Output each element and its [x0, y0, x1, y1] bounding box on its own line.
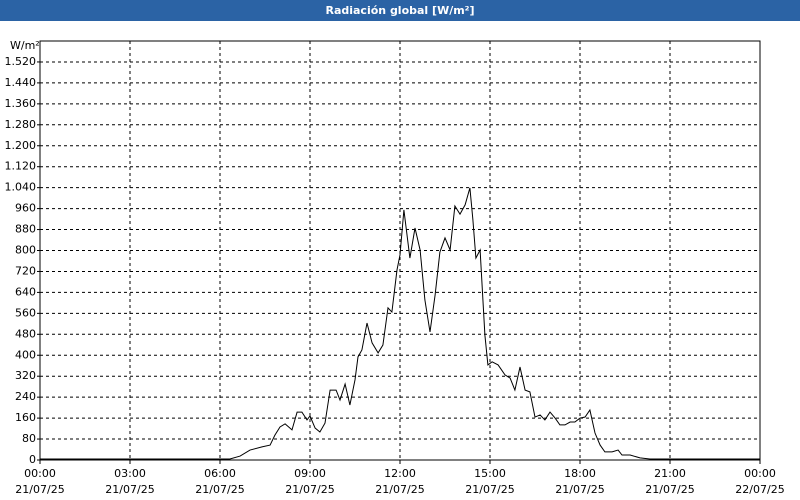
x-tick-date: 21/07/25	[555, 483, 604, 496]
y-tick-label: 960	[15, 202, 36, 215]
y-tick-label: 720	[15, 264, 36, 277]
y-tick-label: 1.040	[5, 181, 37, 194]
x-tick-label: 21:00	[654, 467, 686, 480]
x-tick-label: 18:00	[564, 467, 596, 480]
y-tick-label: 480	[15, 327, 36, 340]
x-tick-label: 00:00	[24, 467, 56, 480]
x-tick-label: 15:00	[474, 467, 506, 480]
y-tick-label: 560	[15, 306, 36, 319]
y-axis-label: W/m²	[10, 39, 40, 52]
y-tick-label: 1.200	[5, 139, 37, 152]
y-tick-label: 320	[15, 369, 36, 382]
chart-title: Radiación global [W/m²]	[325, 4, 474, 17]
x-tick-label: 03:00	[114, 467, 146, 480]
y-tick-label: 1.520	[5, 55, 37, 68]
x-tick-label: 00:00	[744, 467, 776, 480]
y-tick-label: 240	[15, 390, 36, 403]
y-tick-label: 1.120	[5, 160, 37, 173]
x-tick-label: 12:00	[384, 467, 416, 480]
y-tick-label: 160	[15, 411, 36, 424]
y-tick-label: 880	[15, 223, 36, 236]
y-tick-label: 1.360	[5, 97, 37, 110]
x-tick-date: 21/07/25	[105, 483, 154, 496]
x-tick-date: 21/07/25	[465, 483, 514, 496]
y-tick-label: 1.280	[5, 118, 37, 131]
x-tick-date: 21/07/25	[285, 483, 334, 496]
y-tick-label: 0	[29, 453, 36, 466]
y-tick-label: 640	[15, 285, 36, 298]
x-tick-label: 09:00	[294, 467, 326, 480]
x-tick-date: 21/07/25	[375, 483, 424, 496]
x-tick-date: 21/07/25	[195, 483, 244, 496]
y-tick-label: 80	[22, 432, 36, 445]
x-tick-date: 22/07/25	[735, 483, 784, 496]
x-tick-date: 21/07/25	[645, 483, 694, 496]
y-tick-label: 1.440	[5, 76, 37, 89]
y-tick-label: 800	[15, 244, 36, 257]
x-tick-label: 06:00	[204, 467, 236, 480]
y-tick-label: 400	[15, 348, 36, 361]
x-tick-date: 21/07/25	[15, 483, 64, 496]
title-bar	[0, 0, 800, 21]
data-line	[40, 187, 760, 460]
